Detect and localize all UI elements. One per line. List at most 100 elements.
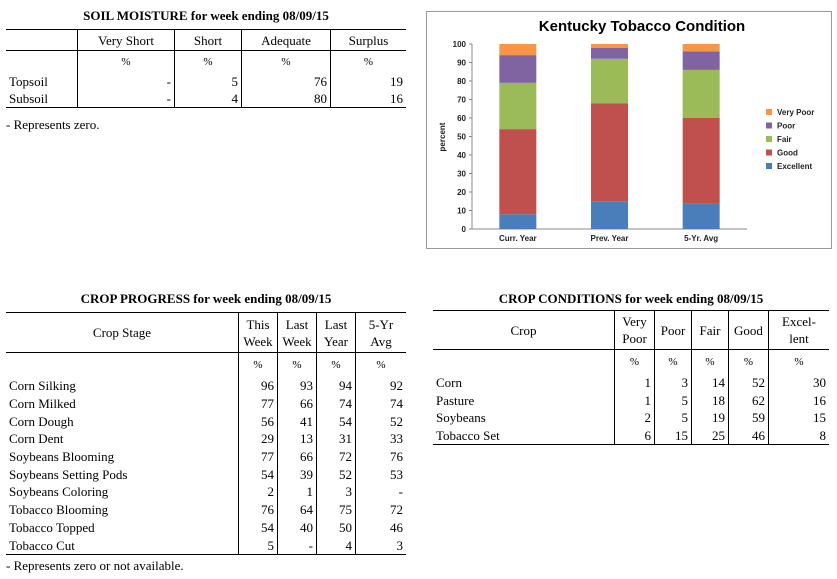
column-header: Fair xyxy=(691,310,729,350)
bar-segment-fair xyxy=(591,58,628,104)
unit-cell: % xyxy=(241,50,331,73)
table-cell: 74 xyxy=(355,394,406,413)
table-row: Topsoil - 5 76 19 xyxy=(6,73,406,90)
table-row: Soybeans Setting Pods 54 39 52 53 xyxy=(6,465,406,484)
bar-segment-poor xyxy=(682,51,720,70)
row-label: Tobacco Topped xyxy=(9,519,95,535)
bar-segment-poor xyxy=(591,47,628,59)
table-cell: 1 xyxy=(614,391,655,409)
table-cell: 16 xyxy=(768,391,829,409)
chart-svg: Kentucky Tobacco Condition percent 0 10 20… xyxy=(438,18,814,243)
y-tick-label: 10 xyxy=(457,207,466,216)
unit-cell: % xyxy=(614,349,655,374)
legend-label: Very Poor xyxy=(777,108,814,117)
table-cell: 15 xyxy=(768,409,829,427)
tobacco-condition-chart: Kentucky Tobacco Condition percent 0 10 20… xyxy=(426,11,832,249)
legend-label: Poor xyxy=(777,122,795,131)
row-label: Corn Silking xyxy=(9,378,76,394)
x-tick-label: 5-Yr. Avg xyxy=(684,234,718,243)
table-cell: 4 xyxy=(316,536,356,555)
unit-cell xyxy=(6,353,239,378)
crop-conditions-title: CROP CONDITIONS for week ending 08/09/15 xyxy=(498,291,764,306)
y-tick-label: 70 xyxy=(457,96,466,105)
column-header xyxy=(6,29,78,51)
row-label: Corn Dent xyxy=(9,431,64,447)
crop-progress-body: Corn Silking 96 93 94 92 Corn Milked 77 66 74 74 C… xyxy=(6,377,406,555)
crop-conditions-body: Corn 1 3 14 52 30 Pasture 1 5 18 62 16 Soybeans 2 5 19 5… xyxy=(433,374,829,445)
y-tick-label: 60 xyxy=(457,114,466,123)
table-cell: 15 xyxy=(654,426,692,445)
table-cell: 14 xyxy=(691,374,729,392)
bar-segment-good xyxy=(499,129,537,215)
row-label: Corn xyxy=(436,375,462,391)
unit-cell: % xyxy=(768,349,829,374)
table-cell: 75 xyxy=(316,500,356,519)
table-cell: - xyxy=(77,73,175,90)
table-cell: 72 xyxy=(355,500,406,519)
table-row: Pasture 1 5 18 62 16 xyxy=(433,391,829,409)
crop-progress-table: Crop Stage This Week Last Week Last Year… xyxy=(6,312,406,555)
legend-swatch xyxy=(766,109,772,115)
table-cell: 72 xyxy=(316,447,356,466)
table-cell: 2 xyxy=(614,409,655,427)
unit-cell: % xyxy=(277,352,317,377)
table-cell: 40 xyxy=(277,518,317,537)
table-cell: 59 xyxy=(728,409,769,427)
row-label: Topsoil xyxy=(9,74,48,89)
soil-moisture-title: SOIL MOISTURE for week ending 08/09/15 xyxy=(83,8,329,23)
table-header-row: Crop Stage This Week Last Week Last Year… xyxy=(6,312,406,353)
table-cell: 46 xyxy=(355,518,406,537)
table-cell: 18 xyxy=(691,391,729,409)
table-row: Corn Dent 29 13 31 33 xyxy=(6,430,406,448)
table-cell: 93 xyxy=(277,377,317,395)
column-header: Crop Stage xyxy=(6,312,239,353)
table-row: Subsoil - 4 80 16 xyxy=(6,90,406,108)
table-cell: 1 xyxy=(277,483,317,501)
table-cell: 54 xyxy=(316,412,356,431)
table-header-row: Very Short Short Adequate Surplus xyxy=(6,29,406,51)
bar-segment-very-poor xyxy=(682,44,720,52)
table-cell: 3 xyxy=(355,536,406,555)
unit-cell: % xyxy=(330,50,406,73)
table-cell: 76 xyxy=(238,500,278,519)
unit-cell: % xyxy=(355,352,406,377)
y-tick-label: 100 xyxy=(453,40,467,49)
bar-segment-excellent xyxy=(499,214,537,229)
table-cell: 54 xyxy=(238,518,278,537)
table-row: Tobacco Cut 5-4 3 xyxy=(6,536,406,555)
y-axis-label: percent xyxy=(438,122,447,151)
column-header: This Week xyxy=(238,312,278,353)
table-cell: 19 xyxy=(330,73,406,90)
table-cell: 52 xyxy=(316,465,356,484)
table-row: Corn Dough 56 41 54 52 xyxy=(6,412,406,431)
table-cell: 64 xyxy=(277,500,317,519)
bar-segment-poor xyxy=(499,55,537,83)
table-cell: 77 xyxy=(238,447,278,466)
legend-label: Excellent xyxy=(777,162,812,171)
column-header: 5-Yr Avg xyxy=(355,312,406,353)
bar-segment-very-poor xyxy=(499,44,537,56)
y-tick-label: 30 xyxy=(457,170,466,179)
column-header: Excel- lent xyxy=(768,310,829,350)
row-label: Soybeans Coloring xyxy=(9,484,109,500)
unit-row: % % % % xyxy=(6,352,406,378)
row-label: Corn Milked xyxy=(9,396,76,412)
y-tick-label: 90 xyxy=(457,59,466,68)
unit-cell: % xyxy=(316,352,356,377)
y-tick-label: 40 xyxy=(457,151,466,160)
unit-cell: % xyxy=(654,349,692,374)
table-cell: - xyxy=(355,483,406,501)
table-cell: 74 xyxy=(316,394,356,413)
table-cell: 94 xyxy=(316,377,356,395)
column-header: Poor xyxy=(654,310,692,350)
column-header: Adequate xyxy=(241,29,331,51)
table-cell: 92 xyxy=(355,377,406,395)
bar-segment-good xyxy=(682,118,720,204)
soil-footnote: - Represents zero. xyxy=(6,117,100,132)
table-cell: 80 xyxy=(241,90,331,108)
table-cell: 3 xyxy=(316,483,356,501)
table-cell: 8 xyxy=(768,426,829,445)
table-cell: 5 xyxy=(654,391,692,409)
table-cell: 13 xyxy=(277,430,317,448)
table-cell: 31 xyxy=(316,430,356,448)
